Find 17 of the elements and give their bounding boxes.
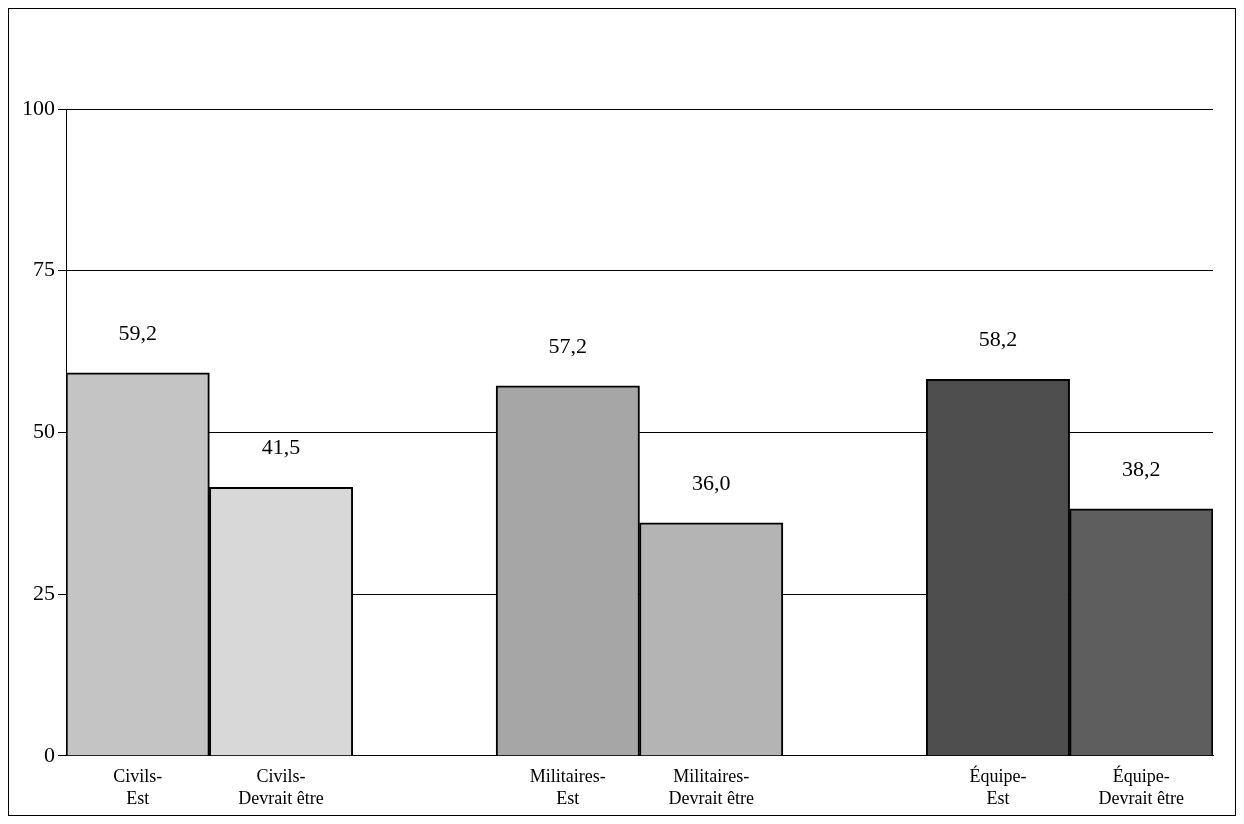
data-label: 36,0 bbox=[691, 469, 731, 495]
y-tick-label: 100 bbox=[22, 94, 55, 120]
x-tick-label: Militaires-Est bbox=[529, 766, 606, 808]
data-label: 57,2 bbox=[548, 332, 588, 358]
x-tick-label: Équipe-Devrait être bbox=[1098, 765, 1185, 808]
y-tick-label: 50 bbox=[33, 418, 55, 444]
y-tick-label: 75 bbox=[33, 256, 55, 282]
data-label: 58,2 bbox=[978, 326, 1018, 352]
x-tick-label: Équipe-Est bbox=[969, 765, 1027, 808]
data-label: 59,2 bbox=[118, 319, 157, 345]
x-tick-label: Civils-Est bbox=[113, 766, 163, 808]
data-label: 41,5 bbox=[261, 434, 301, 460]
x-tick-label: Civils-Devrait être bbox=[238, 766, 324, 808]
y-tick-label: 0 bbox=[44, 741, 55, 767]
y-tick-label: 25 bbox=[33, 579, 55, 605]
data-label: 38,2 bbox=[1122, 455, 1161, 481]
x-tick-label: Militaires-Devrait être bbox=[668, 766, 754, 808]
